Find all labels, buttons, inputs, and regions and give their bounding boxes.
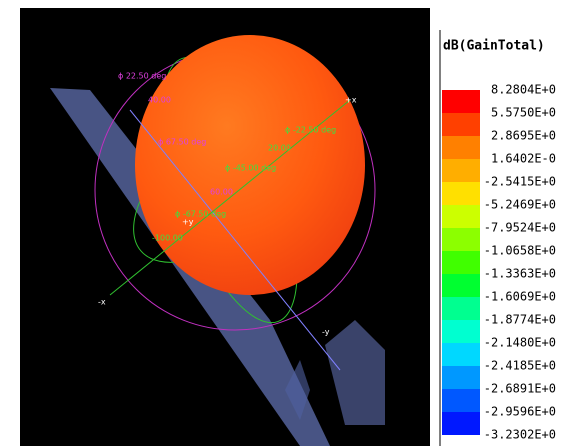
legend-label: -2.9596E+0 <box>484 405 556 419</box>
color-band <box>442 228 480 251</box>
annotation: -y <box>322 328 330 337</box>
color-band <box>442 274 480 297</box>
side-plane <box>285 360 310 420</box>
annotation: -x <box>98 298 106 307</box>
annotation: ϕ -67.50 deg <box>175 210 226 219</box>
legend-label: 8.2804E+0 <box>491 83 556 97</box>
legend-label: 2.8695E+0 <box>491 129 556 143</box>
legend-label: 5.5750E+0 <box>491 106 556 120</box>
color-band <box>442 297 480 320</box>
color-band <box>442 251 480 274</box>
annotation: ϕ 22.50 deg <box>118 72 166 81</box>
legend-label: -1.0658E+0 <box>484 244 556 258</box>
annotation: 60.00 <box>210 188 233 197</box>
color-band <box>442 159 480 182</box>
axis-line <box>109 99 351 296</box>
legend-label: -1.3363E+0 <box>484 267 556 281</box>
annotation: 40.00 <box>148 96 171 105</box>
annotation: +y <box>182 218 194 227</box>
legend-label: -7.9524E+0 <box>484 221 556 235</box>
legend-label: -3.2302E+0 <box>484 428 556 442</box>
legend-label: 1.6402E-0 <box>491 152 556 166</box>
color-band <box>442 90 480 113</box>
pattern-sphere <box>135 35 365 295</box>
annotation: 20.00 <box>268 144 291 153</box>
color-band <box>442 320 480 343</box>
color-band <box>442 136 480 159</box>
color-band <box>442 113 480 136</box>
annotation: +x <box>345 96 357 105</box>
annotation: ϕ 67.50 deg <box>158 138 206 147</box>
color-band <box>442 389 480 412</box>
axis-line <box>129 109 341 371</box>
legend-title: dB(GainTotal) <box>443 39 545 54</box>
side-plane <box>325 320 385 425</box>
legend-label: -5.2469E+0 <box>484 198 556 212</box>
legend-label: -2.5415E+0 <box>484 175 556 189</box>
color-band <box>442 366 480 389</box>
color-band <box>442 205 480 228</box>
annotation: ϕ -22.50 deg <box>285 126 336 135</box>
legend-label: -1.6069E+0 <box>484 290 556 304</box>
legend-label: -2.4185E+0 <box>484 359 556 373</box>
color-band <box>442 412 480 435</box>
annotation: -100.00 <box>152 234 183 243</box>
legend-label: -2.1480E+0 <box>484 336 556 350</box>
legend-label: -1.8774E+0 <box>484 313 556 327</box>
legend-label: -2.6891E+0 <box>484 382 556 396</box>
color-band <box>442 182 480 205</box>
annotation: ϕ -45.00 deg <box>225 164 276 173</box>
color-band <box>442 343 480 366</box>
